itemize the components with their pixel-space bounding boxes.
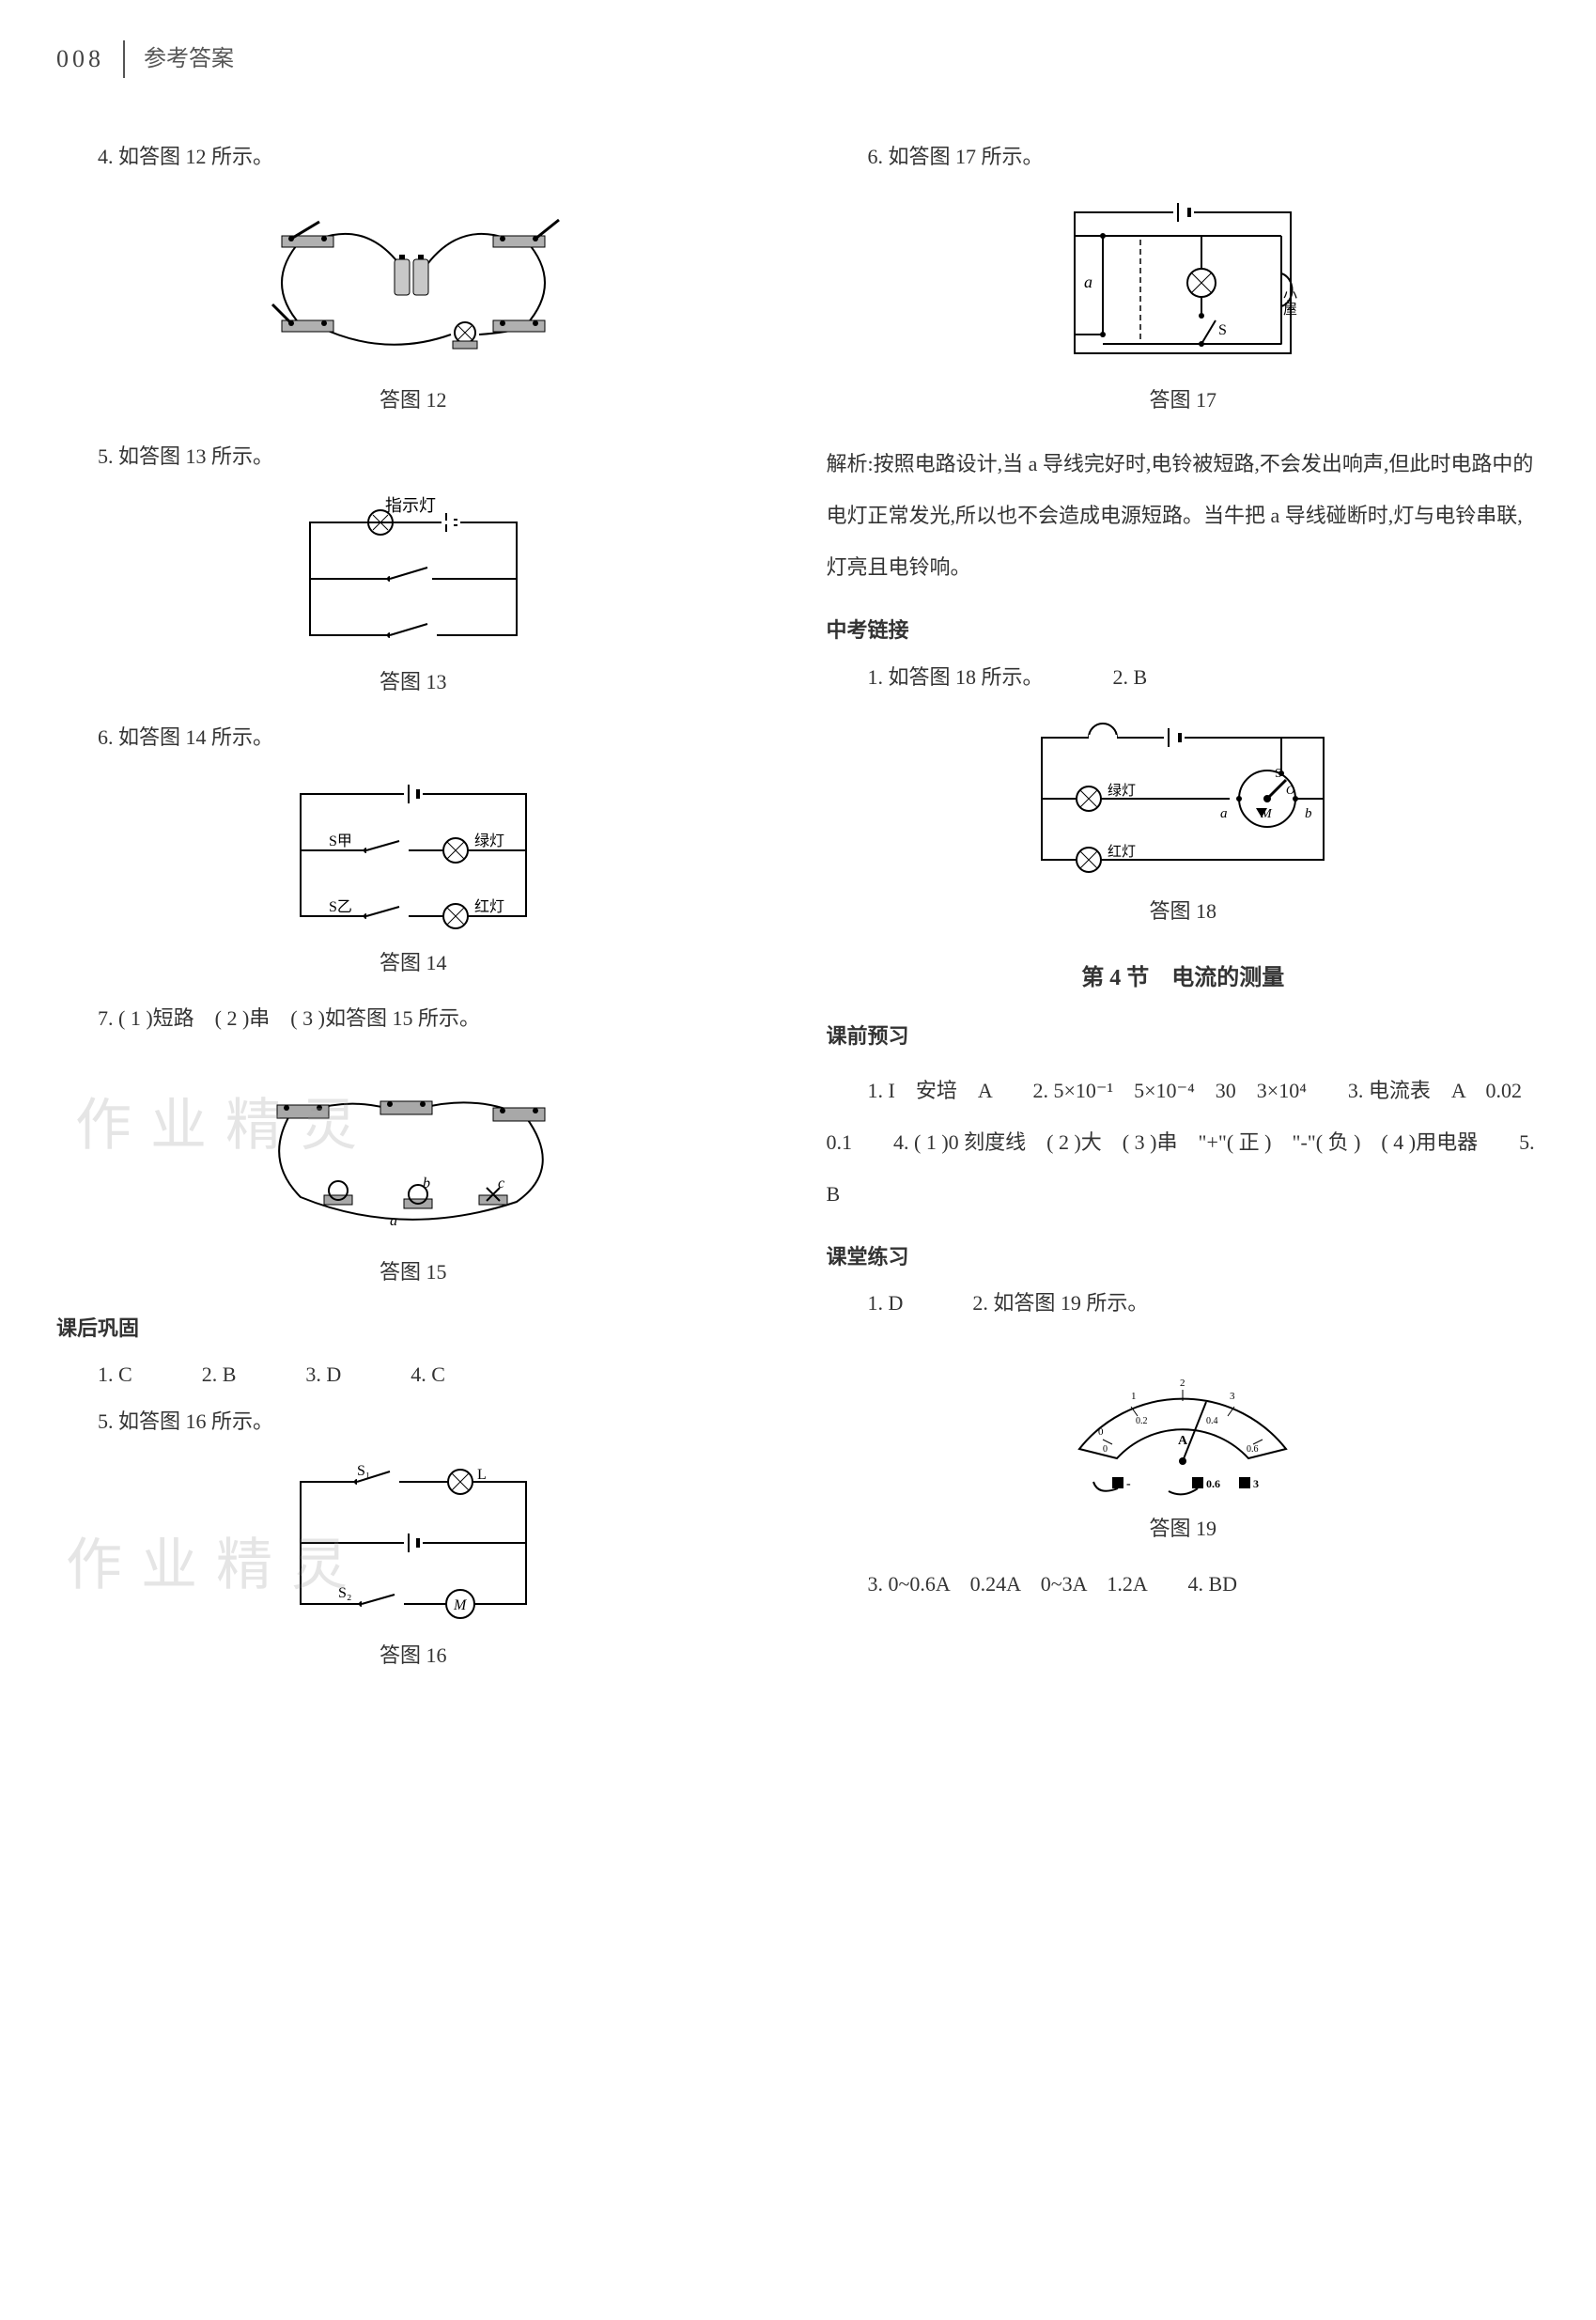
svg-text:S: S [1218, 322, 1227, 338]
svg-text:0.6: 0.6 [1206, 1477, 1220, 1490]
svg-text:0.4: 0.4 [1206, 1416, 1218, 1426]
svg-text:S₂: S₂ [338, 1585, 351, 1601]
svg-text:小屋: 小屋 [1281, 288, 1297, 316]
svg-text:3: 3 [1253, 1477, 1259, 1490]
q7-text: 7. ( 1 )短路 ( 2 )串 ( 3 )如答图 15 所示。 [56, 1000, 770, 1037]
svg-text:绿灯: 绿灯 [474, 833, 504, 849]
svg-text:A: A [1178, 1434, 1188, 1448]
svg-text:O: O [1286, 783, 1295, 797]
figure-15: 作业精灵 a b [56, 1056, 770, 1244]
r-q6-text: 6. 如答图 17 所示。 [827, 138, 1541, 176]
fig18-caption: 答图 18 [827, 893, 1541, 930]
fig15-svg: a b c [235, 1056, 592, 1244]
fig17-svg: a S 小屋 [1051, 194, 1314, 372]
q5b-text: 5. 如答图 16 所示。 [56, 1403, 770, 1440]
left-column: 4. 如答图 12 所示。 [56, 129, 770, 1693]
figure-13: 指示灯 [56, 494, 770, 654]
page-title: 参考答案 [144, 39, 234, 80]
fig12-svg [244, 194, 582, 372]
fig13-svg: 指示灯 [282, 494, 545, 654]
svg-text:3: 3 [1230, 1391, 1235, 1402]
ans-1: 1. C [56, 1356, 132, 1394]
zhongkao-heading: 中考链接 [827, 612, 1541, 649]
section4-title: 第 4 节 电流的测量 [827, 958, 1541, 999]
figure-18: S O M a b 绿灯 红灯 [827, 714, 1541, 883]
svg-text:绿灯: 绿灯 [1108, 783, 1136, 799]
svg-text:S₁: S₁ [357, 1463, 370, 1479]
svg-text:a: a [390, 1213, 397, 1229]
fig18-svg: S O M a b 绿灯 红灯 [1023, 714, 1342, 883]
svg-text:-: - [1126, 1477, 1131, 1491]
svg-text:红灯: 红灯 [474, 898, 504, 915]
q6-text: 6. 如答图 14 所示。 [56, 719, 770, 756]
right-column: 6. 如答图 17 所示。 a [827, 129, 1541, 1693]
fig16-svg: S₁ L S₂ M [272, 1458, 554, 1627]
fig17-caption: 答图 17 [827, 381, 1541, 419]
page-header: 008 参考答案 [56, 38, 1540, 91]
ans-3: 3. D [264, 1356, 341, 1394]
preview-answers: 1. I 安培 A 2. 5×10⁻¹ 5×10⁻⁴ 30 3×10⁴ 3. 电… [827, 1065, 1541, 1220]
explanation-text: 解析:按照电路设计,当 a 导线完好时,电铃被短路,不会发出响声,但此时电路中的… [827, 438, 1541, 593]
zk-2: 2. B [1072, 659, 1148, 696]
svg-text:a: a [1084, 272, 1092, 291]
practice-2: 2. 如答图 19 所示。 [931, 1285, 1148, 1322]
figure-17: a S 小屋 [827, 194, 1541, 372]
page-number: 008 [56, 38, 104, 82]
header-separator [123, 40, 125, 78]
svg-text:M: M [453, 1597, 468, 1613]
svg-text:1: 1 [1131, 1391, 1137, 1402]
ans-4: 4. C [369, 1356, 445, 1394]
consolidate-heading: 课后巩固 [56, 1310, 770, 1347]
practice-heading: 课堂练习 [827, 1238, 1541, 1276]
fig19-caption: 答图 19 [827, 1510, 1541, 1548]
ans-2: 2. B [161, 1356, 237, 1394]
fig16-caption: 答图 16 [56, 1637, 770, 1674]
fig14-caption: 答图 14 [56, 944, 770, 982]
preview-heading: 课前预习 [827, 1018, 1541, 1055]
svg-text:0.2: 0.2 [1136, 1416, 1148, 1426]
svg-text:L: L [477, 1467, 487, 1483]
q5-text: 5. 如答图 13 所示。 [56, 438, 770, 475]
svg-text:0: 0 [1098, 1426, 1104, 1438]
fig19-svg: 0 1 2 3 0 0.2 0.4 0.6 A - 0.6 3 [1042, 1341, 1324, 1501]
practice-answers: 1. D 2. 如答图 19 所示。 [827, 1285, 1541, 1322]
main-columns: 4. 如答图 12 所示。 [56, 129, 1540, 1693]
practice-3-4: 3. 0~0.6A 0.24A 0~3A 1.2A 4. BD [827, 1565, 1541, 1603]
figure-19: 0 1 2 3 0 0.2 0.4 0.6 A - 0.6 3 [827, 1341, 1541, 1501]
zk-answers: 1. 如答图 18 所示。 2. B [827, 659, 1541, 696]
fig12-caption: 答图 12 [56, 381, 770, 419]
figure-14: S甲 绿灯 S乙 红灯 [56, 775, 770, 935]
fig13-caption: 答图 13 [56, 663, 770, 701]
svg-text:2: 2 [1180, 1378, 1185, 1389]
svg-text:a: a [1220, 806, 1228, 821]
figure-12 [56, 194, 770, 372]
svg-text:红灯: 红灯 [1108, 844, 1136, 860]
svg-text:S甲: S甲 [329, 833, 352, 849]
fig15-caption: 答图 15 [56, 1253, 770, 1291]
svg-text:c: c [498, 1176, 504, 1191]
q4-text: 4. 如答图 12 所示。 [56, 138, 770, 176]
fig14-svg: S甲 绿灯 S乙 红灯 [272, 775, 554, 935]
svg-text:b: b [423, 1176, 430, 1191]
svg-text:0.6: 0.6 [1247, 1444, 1259, 1455]
fig13-label: 指示灯 [385, 496, 436, 515]
zk-1: 1. 如答图 18 所示。 [827, 659, 1044, 696]
svg-text:S乙: S乙 [329, 899, 352, 915]
consolidate-answers: 1. C 2. B 3. D 4. C [56, 1356, 770, 1394]
svg-text:0: 0 [1103, 1444, 1108, 1455]
svg-text:b: b [1305, 806, 1312, 821]
figure-16: 作业精灵 S₁ L S₂ [56, 1458, 770, 1627]
practice-1: 1. D [827, 1285, 904, 1322]
